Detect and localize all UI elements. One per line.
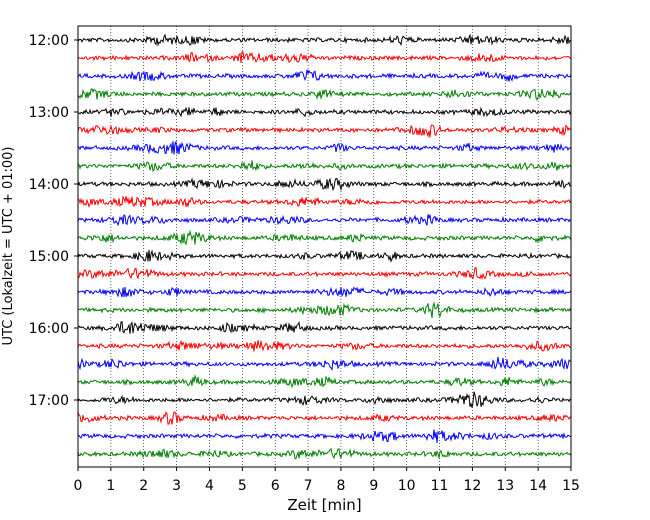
x-tick-label: 1 xyxy=(106,478,115,494)
x-tick-label: 11 xyxy=(431,478,449,494)
x-tick-label: 9 xyxy=(369,478,378,494)
x-tick-label: 0 xyxy=(74,478,83,494)
x-axis-ticks: 0 1 2 3 4 5 6 7 8 9 10 11 12 13 14 15 xyxy=(74,467,580,494)
y-tick-label: 15:00 xyxy=(29,249,69,265)
x-tick-label: 8 xyxy=(336,478,345,494)
x-tick-label: 13 xyxy=(496,478,514,494)
trace-line xyxy=(77,447,572,460)
x-tick-label: 7 xyxy=(304,478,313,494)
trace-line xyxy=(77,429,572,443)
trace-line xyxy=(77,214,572,227)
x-tick-label: 2 xyxy=(139,478,148,494)
trace-line xyxy=(77,286,572,298)
x-tick-label: 4 xyxy=(205,478,214,494)
trace-line xyxy=(77,106,572,118)
trace-line xyxy=(77,320,572,334)
trace-line xyxy=(77,177,572,192)
x-tick-label: 15 xyxy=(562,478,580,494)
trace-line xyxy=(77,229,572,246)
y-axis-label: UTC (Lokalzeit = UTC + 01:00) xyxy=(1,147,16,346)
trace-line xyxy=(77,51,572,64)
x-tick-label: 5 xyxy=(238,478,247,494)
trace-line xyxy=(77,411,572,425)
trace-line xyxy=(77,301,572,318)
x-tick-label: 6 xyxy=(271,478,280,494)
y-tick-label: 12:00 xyxy=(29,33,69,49)
y-tick-label: 16:00 xyxy=(29,321,69,337)
seismic-traces xyxy=(77,33,572,460)
trace-line xyxy=(77,195,572,208)
x-tick-label: 10 xyxy=(398,478,416,494)
y-tick-label: 13:00 xyxy=(29,105,69,121)
x-axis-label: Zeit [min] xyxy=(287,496,361,514)
trace-line xyxy=(77,124,572,138)
trace-line xyxy=(77,140,572,155)
trace-line xyxy=(77,374,572,389)
trace-line xyxy=(77,266,572,281)
y-tick-label: 17:00 xyxy=(29,393,69,409)
trace-line xyxy=(77,249,572,263)
x-tick-label: 3 xyxy=(172,478,181,494)
trace-line xyxy=(77,356,572,371)
y-tick-label: 14:00 xyxy=(29,177,69,193)
trace-line xyxy=(77,391,572,408)
x-tick-label: 14 xyxy=(529,478,547,494)
plot-frame xyxy=(77,25,572,468)
x-tick-label: 12 xyxy=(463,478,481,494)
trace-line xyxy=(77,339,572,352)
trace-line xyxy=(77,33,572,47)
trace-line xyxy=(77,160,572,173)
trace-line xyxy=(77,87,572,102)
y-axis-ticks: 12:00 13:00 14:00 15:00 16:00 17:00 xyxy=(29,33,78,409)
trace-line xyxy=(77,69,572,83)
